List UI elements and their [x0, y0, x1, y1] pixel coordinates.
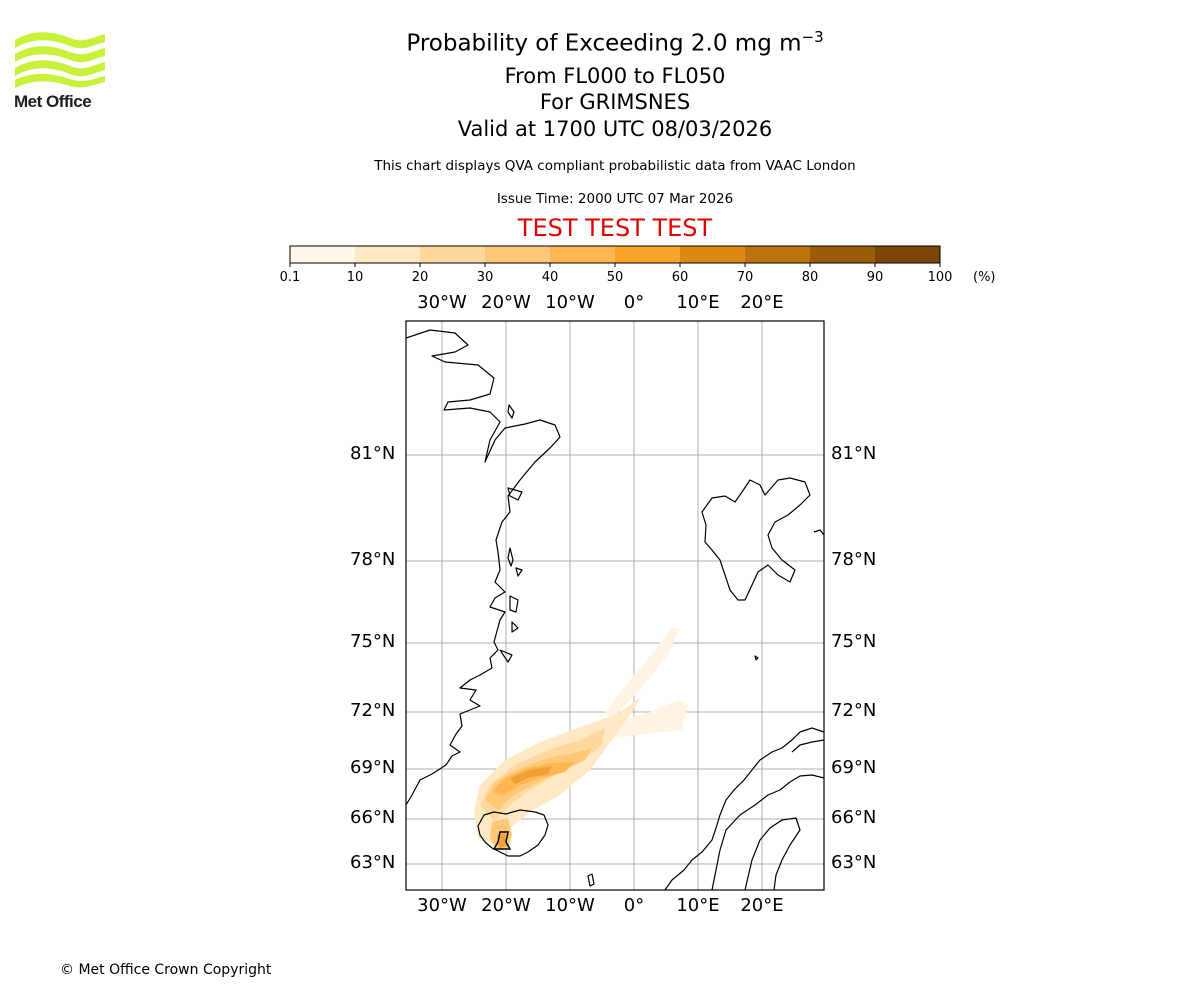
lon-label-top: 30°W [417, 292, 467, 313]
level-range: From FL000 to FL050 [504, 64, 726, 88]
lon-label-bottom: 30°W [417, 895, 467, 916]
lon-label-top: 10°W [545, 292, 595, 313]
copyright-notice: © Met Office Crown Copyright [60, 962, 272, 978]
lon-label-top: 20°E [740, 292, 784, 313]
lon-label-bottom: 0° [623, 895, 645, 916]
lon-label-top: 10°E [676, 292, 720, 313]
lat-label-left: 72°N [350, 700, 396, 721]
lon-label-top: 0° [623, 292, 645, 313]
valid-time: Valid at 1700 UTC 08/03/2026 [457, 117, 773, 141]
colorbar-tick-label: 50 [606, 270, 624, 285]
colorbar-tick-label: 90 [866, 270, 884, 285]
colorbar-tick-label: 100 [927, 270, 953, 285]
colorbar-tick-label: 80 [801, 270, 819, 285]
colorbar-tick-label: 40 [541, 270, 559, 285]
colorbar-tick-label: 10 [346, 270, 364, 285]
lat-label-right: 81°N [831, 443, 877, 464]
colorbar-tick-label: 60 [671, 270, 689, 285]
lat-label-left: 69°N [350, 757, 396, 778]
lat-label-left: 78°N [350, 549, 396, 570]
chart-description: This chart displays QVA compliant probab… [374, 158, 856, 174]
met-office-logo-text: Met Office [14, 92, 92, 111]
lat-label-left: 81°N [350, 443, 396, 464]
lon-label-bottom: 10°E [676, 895, 720, 916]
lon-label-bottom: 20°E [740, 895, 784, 916]
issue-time: Issue Time: 2000 UTC 07 Mar 2026 [496, 191, 734, 207]
colorbar-tick-label: 70 [736, 270, 754, 285]
location-name: For GRIMSNES [539, 90, 691, 114]
colorbar-tick-label: 0.1 [279, 270, 301, 285]
colorbar-unit: (%) [973, 270, 996, 285]
lat-label-right: 78°N [831, 549, 877, 570]
coastlines [406, 329, 824, 890]
lat-label-left: 66°N [350, 807, 396, 828]
lat-label-left: 75°N [350, 631, 396, 652]
lon-label-bottom: 20°W [481, 895, 531, 916]
lon-label-top: 20°W [481, 292, 531, 313]
volcano-source-marker [492, 831, 512, 850]
lon-label-bottom: 10°W [545, 895, 595, 916]
test-banner: TEST TEST TEST [517, 214, 713, 242]
lat-label-left: 63°N [350, 852, 396, 873]
ash-probability-plume [474, 628, 688, 850]
colorbar-tick-label: 30 [476, 270, 494, 285]
lat-label-right: 63°N [831, 852, 877, 873]
lat-label-right: 69°N [831, 757, 877, 778]
colorbar-tick-label: 20 [411, 270, 429, 285]
lat-label-right: 66°N [831, 807, 877, 828]
map-gridlines [406, 321, 824, 890]
lat-label-right: 72°N [831, 700, 877, 721]
chart-title: Probability of Exceeding 2.0 mg m−3 [406, 28, 824, 57]
lat-label-right: 75°N [831, 631, 877, 652]
